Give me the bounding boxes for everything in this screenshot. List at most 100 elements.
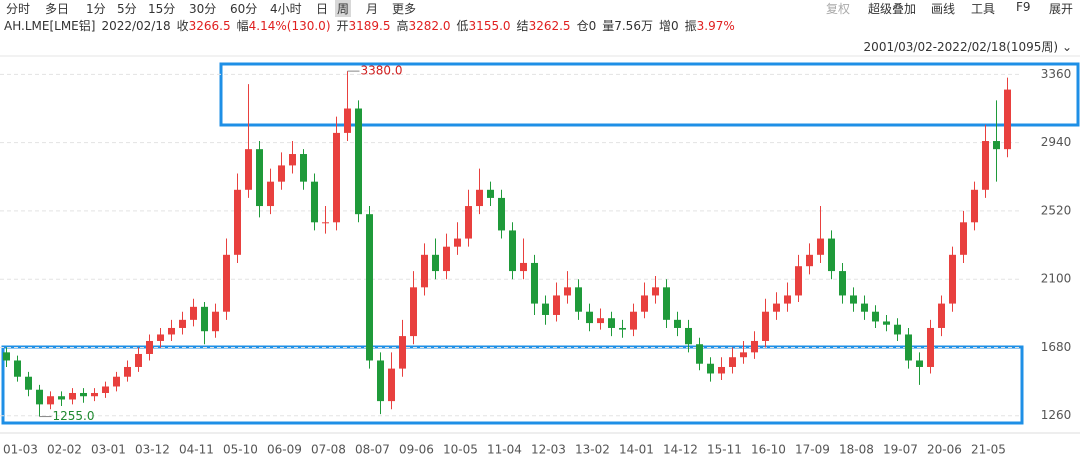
candle-body — [883, 321, 890, 325]
timeframe-tab[interactable]: 更多 — [392, 2, 417, 16]
candle-body — [938, 303, 945, 328]
candle-body — [839, 271, 846, 296]
timeframe-tab[interactable]: 分时 — [6, 2, 31, 16]
candle-body — [410, 287, 417, 337]
candle-body — [465, 206, 472, 239]
candle-body — [146, 340, 153, 354]
candle-body — [718, 366, 725, 374]
field-value: 3266.5 — [188, 19, 231, 33]
candle-body — [509, 230, 516, 272]
tool-button[interactable]: 展开 — [1049, 2, 1074, 16]
candle-body — [608, 318, 615, 328]
candle-body — [740, 352, 747, 358]
x-tick-label: 16-10 — [751, 443, 786, 457]
candle-body — [234, 189, 241, 255]
field-label: 振 — [684, 19, 697, 33]
field-value: 0 — [670, 19, 679, 33]
x-tick-label: 20-06 — [927, 443, 962, 457]
tool-button[interactable]: 工具 — [971, 2, 996, 16]
field-label: 幅 — [236, 19, 249, 33]
candle-body — [91, 392, 98, 397]
highlight-box — [219, 62, 1080, 127]
candle-body — [520, 262, 527, 272]
candle-body — [399, 336, 406, 369]
candle-body — [58, 396, 65, 400]
timeframe-tab[interactable]: 5分 — [117, 2, 137, 16]
candle-body — [124, 366, 131, 377]
candle-body — [300, 154, 307, 182]
candle-body — [80, 392, 87, 397]
timeframe-tab[interactable]: 4小时 — [270, 2, 302, 16]
candle-body — [542, 303, 549, 315]
field-label: 量 — [602, 19, 615, 33]
tool-button[interactable]: 画线 — [931, 2, 956, 16]
candle-body — [850, 295, 857, 304]
candle-body — [476, 189, 483, 207]
candle-body — [69, 392, 76, 400]
x-tick-label: 14-12 — [663, 443, 698, 457]
timeframe-tab[interactable]: 60分 — [230, 2, 258, 16]
toolbar: 分时 多日 1分 5分 15分 30分 60分 4小时日周月更多 复权 超级叠加 画线 工具 F9 展开 — [0, 0, 1080, 17]
field-label: 开 — [336, 19, 349, 33]
candle-body — [652, 287, 659, 296]
candle-body — [762, 311, 769, 341]
x-tick-label: 03-12 — [135, 443, 170, 457]
range-label[interactable]: 2001/03/02-2022/02/18(1095周) — [863, 40, 1059, 54]
x-tick-label: 18-08 — [839, 443, 874, 457]
candle-body — [267, 181, 274, 207]
candle-body — [3, 352, 10, 361]
quote-bar: AH.LME[LME铝] 2022/02/18 收3266.5 幅4.14%(130.… — [4, 17, 741, 34]
candle-body — [729, 357, 736, 367]
candle-body — [190, 306, 197, 320]
candle-body — [1004, 89, 1011, 150]
highlight-box — [1, 345, 1024, 425]
candle-body — [663, 287, 670, 320]
candle-body — [421, 254, 428, 288]
x-tick-label: 15-11 — [707, 443, 742, 457]
candle-body — [443, 246, 450, 272]
x-tick-label: 09-06 — [399, 443, 434, 457]
candle-body — [36, 389, 43, 405]
tool-button[interactable]: F9 — [1016, 0, 1031, 14]
x-tick-label: 01-03 — [3, 443, 38, 457]
timeframe-tab[interactable]: 1分 — [86, 2, 106, 16]
timeframe-tab[interactable]: 30分 — [189, 2, 217, 16]
tool-button[interactable]: 超级叠加 — [868, 2, 917, 16]
candle-body — [630, 311, 637, 330]
tool-button[interactable]: 复权 — [826, 2, 851, 16]
candle-body — [894, 324, 901, 335]
timeframe-tab[interactable]: 月 — [366, 2, 379, 16]
candle-body — [245, 149, 252, 190]
extreme-label: 3380.0 — [361, 64, 403, 78]
candle-body — [14, 360, 21, 377]
x-tick-label: 08-07 — [355, 443, 390, 457]
candle-body — [575, 287, 582, 312]
candle-body — [531, 262, 538, 304]
timeframe-tab[interactable]: 周 — [335, 0, 352, 17]
x-tick-label: 12-03 — [531, 443, 566, 457]
candle-body — [366, 214, 373, 361]
timeframe-tab[interactable]: 日 — [316, 2, 329, 16]
candle-body — [322, 222, 329, 224]
dropdown-icon[interactable]: ⌄ — [1061, 40, 1072, 54]
timeframe-tab[interactable]: 15分 — [148, 2, 176, 16]
candle-body — [696, 344, 703, 364]
candle-body — [333, 132, 340, 223]
candle-body — [223, 254, 230, 312]
timeframe-tab[interactable]: 多日 — [45, 2, 70, 16]
candle-body — [751, 340, 758, 353]
date: 2022/02/18 — [101, 19, 171, 33]
x-tick-label: 02-02 — [47, 443, 82, 457]
x-tick-label: 04-11 — [179, 443, 214, 457]
y-tick-label: 1260 — [1041, 408, 1072, 422]
candle-body — [454, 238, 461, 247]
candle-body — [982, 141, 989, 190]
x-tick-label: 06-09 — [267, 443, 302, 457]
candle-body — [619, 327, 626, 330]
field-value: 3189.5 — [348, 19, 391, 33]
candle-body — [817, 238, 824, 255]
candle-body — [828, 238, 835, 272]
candle-body — [212, 311, 219, 332]
range-selector[interactable]: 2001/03/02-2022/02/18(1095周) ⌄ — [864, 38, 1072, 55]
candle-body — [674, 319, 681, 328]
